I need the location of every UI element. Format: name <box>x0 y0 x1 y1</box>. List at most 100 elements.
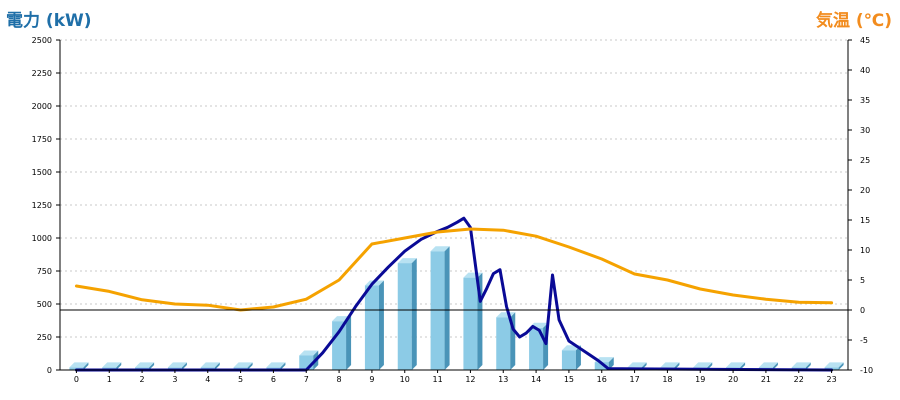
bar-front <box>364 285 379 370</box>
series-lines <box>74 216 834 372</box>
x-tick-label: 19 <box>695 375 705 384</box>
power-bars <box>69 246 844 370</box>
right-tick-label: 20 <box>860 186 870 195</box>
bar-side <box>214 362 220 370</box>
bar-front <box>332 321 347 370</box>
left-tick-label: 1500 <box>32 168 52 177</box>
x-tick-label: 0 <box>74 375 79 384</box>
bar-side <box>280 362 286 370</box>
grid-lines <box>60 39 848 338</box>
bar-side <box>608 357 614 370</box>
bar-side <box>411 258 417 370</box>
x-tick-label: 12 <box>465 375 475 384</box>
bar-top <box>397 258 417 264</box>
bar-top <box>135 362 155 368</box>
x-tick-label: 23 <box>826 375 836 384</box>
bar-side <box>116 362 122 370</box>
right-tick-label: -5 <box>860 336 868 345</box>
left-tick-label: 1250 <box>32 201 52 210</box>
x-tick-label: 22 <box>794 375 804 384</box>
bar-side <box>247 362 253 370</box>
left-tick-label: 2250 <box>32 69 52 78</box>
right-tick-label: -10 <box>860 366 873 375</box>
bar-front <box>397 263 412 370</box>
bar-front <box>561 350 576 370</box>
bar-top <box>167 362 187 368</box>
bar-top <box>660 362 680 368</box>
x-tick-label: 5 <box>238 375 243 384</box>
right-tick-label: 35 <box>860 96 870 105</box>
bar-side <box>83 362 89 370</box>
right-tick-label: 30 <box>860 126 870 135</box>
bar-top <box>299 350 319 356</box>
right-tick-label: 25 <box>860 156 870 165</box>
bar-top <box>758 362 778 368</box>
x-tick-label: 20 <box>728 375 738 384</box>
x-tick-label: 18 <box>662 375 672 384</box>
bar-side <box>805 362 811 370</box>
power-bar <box>430 246 450 370</box>
bar-front <box>529 327 544 370</box>
bar-top <box>69 362 89 368</box>
bar-front <box>496 317 511 370</box>
x-tick-label: 4 <box>205 375 210 384</box>
bar-top <box>233 362 253 368</box>
right-tick-label: 40 <box>860 66 870 75</box>
power-bar <box>397 258 417 370</box>
bar-top <box>791 362 811 368</box>
bar-top <box>102 362 122 368</box>
bar-side <box>772 362 778 370</box>
bar-top <box>627 362 647 368</box>
bar-side <box>838 362 844 370</box>
right-tick-label: 0 <box>860 306 865 315</box>
bar-side <box>149 362 155 370</box>
power-bar <box>332 316 352 370</box>
temperature-line <box>74 227 834 312</box>
left-tick-label: 500 <box>37 300 52 309</box>
power-bar <box>364 280 384 370</box>
right-tick-label: 15 <box>860 216 870 225</box>
axes <box>56 39 852 373</box>
bar-top <box>726 362 746 368</box>
x-tick-label: 17 <box>629 375 639 384</box>
x-tick-label: 9 <box>369 375 374 384</box>
left-tick-label: 1000 <box>32 234 52 243</box>
x-tick-label: 11 <box>432 375 442 384</box>
right-tick-label: 5 <box>860 276 865 285</box>
bar-front <box>463 277 478 370</box>
x-tick-label: 13 <box>498 375 508 384</box>
bar-front <box>594 362 609 370</box>
right-axis-title: 気温 (℃) <box>815 11 892 31</box>
x-tick-label: 3 <box>172 375 177 384</box>
left-tick-label: 750 <box>37 267 52 276</box>
left-tick-label: 2000 <box>32 102 52 111</box>
left-tick-label: 2500 <box>32 36 52 45</box>
bar-side <box>575 345 581 370</box>
bar-top <box>200 362 220 368</box>
left-tick-label: 250 <box>37 333 52 342</box>
x-tick-label: 7 <box>304 375 309 384</box>
x-tick-label: 16 <box>597 375 607 384</box>
left-tick-label: 0 <box>47 366 52 375</box>
bar-top <box>824 362 844 368</box>
power-bar <box>496 312 516 370</box>
bar-side <box>378 280 384 370</box>
bar-side <box>181 362 187 370</box>
left-axis-title: 電力 (kW) <box>6 11 92 31</box>
x-tick-label: 6 <box>271 375 276 384</box>
x-tick-label: 8 <box>337 375 342 384</box>
x-tick-label: 2 <box>140 375 145 384</box>
power-line <box>74 216 834 372</box>
bar-front <box>430 251 445 370</box>
bar-side <box>444 246 450 370</box>
right-tick-label: 10 <box>860 246 870 255</box>
x-tick-label: 10 <box>400 375 410 384</box>
x-tick-label: 21 <box>761 375 771 384</box>
tick-labels: 02505007501000125015001750200022502500-1… <box>32 36 873 384</box>
x-tick-label: 1 <box>107 375 112 384</box>
bar-top <box>693 362 713 368</box>
x-tick-label: 15 <box>564 375 574 384</box>
left-tick-label: 1750 <box>32 135 52 144</box>
right-tick-label: 45 <box>860 36 870 45</box>
